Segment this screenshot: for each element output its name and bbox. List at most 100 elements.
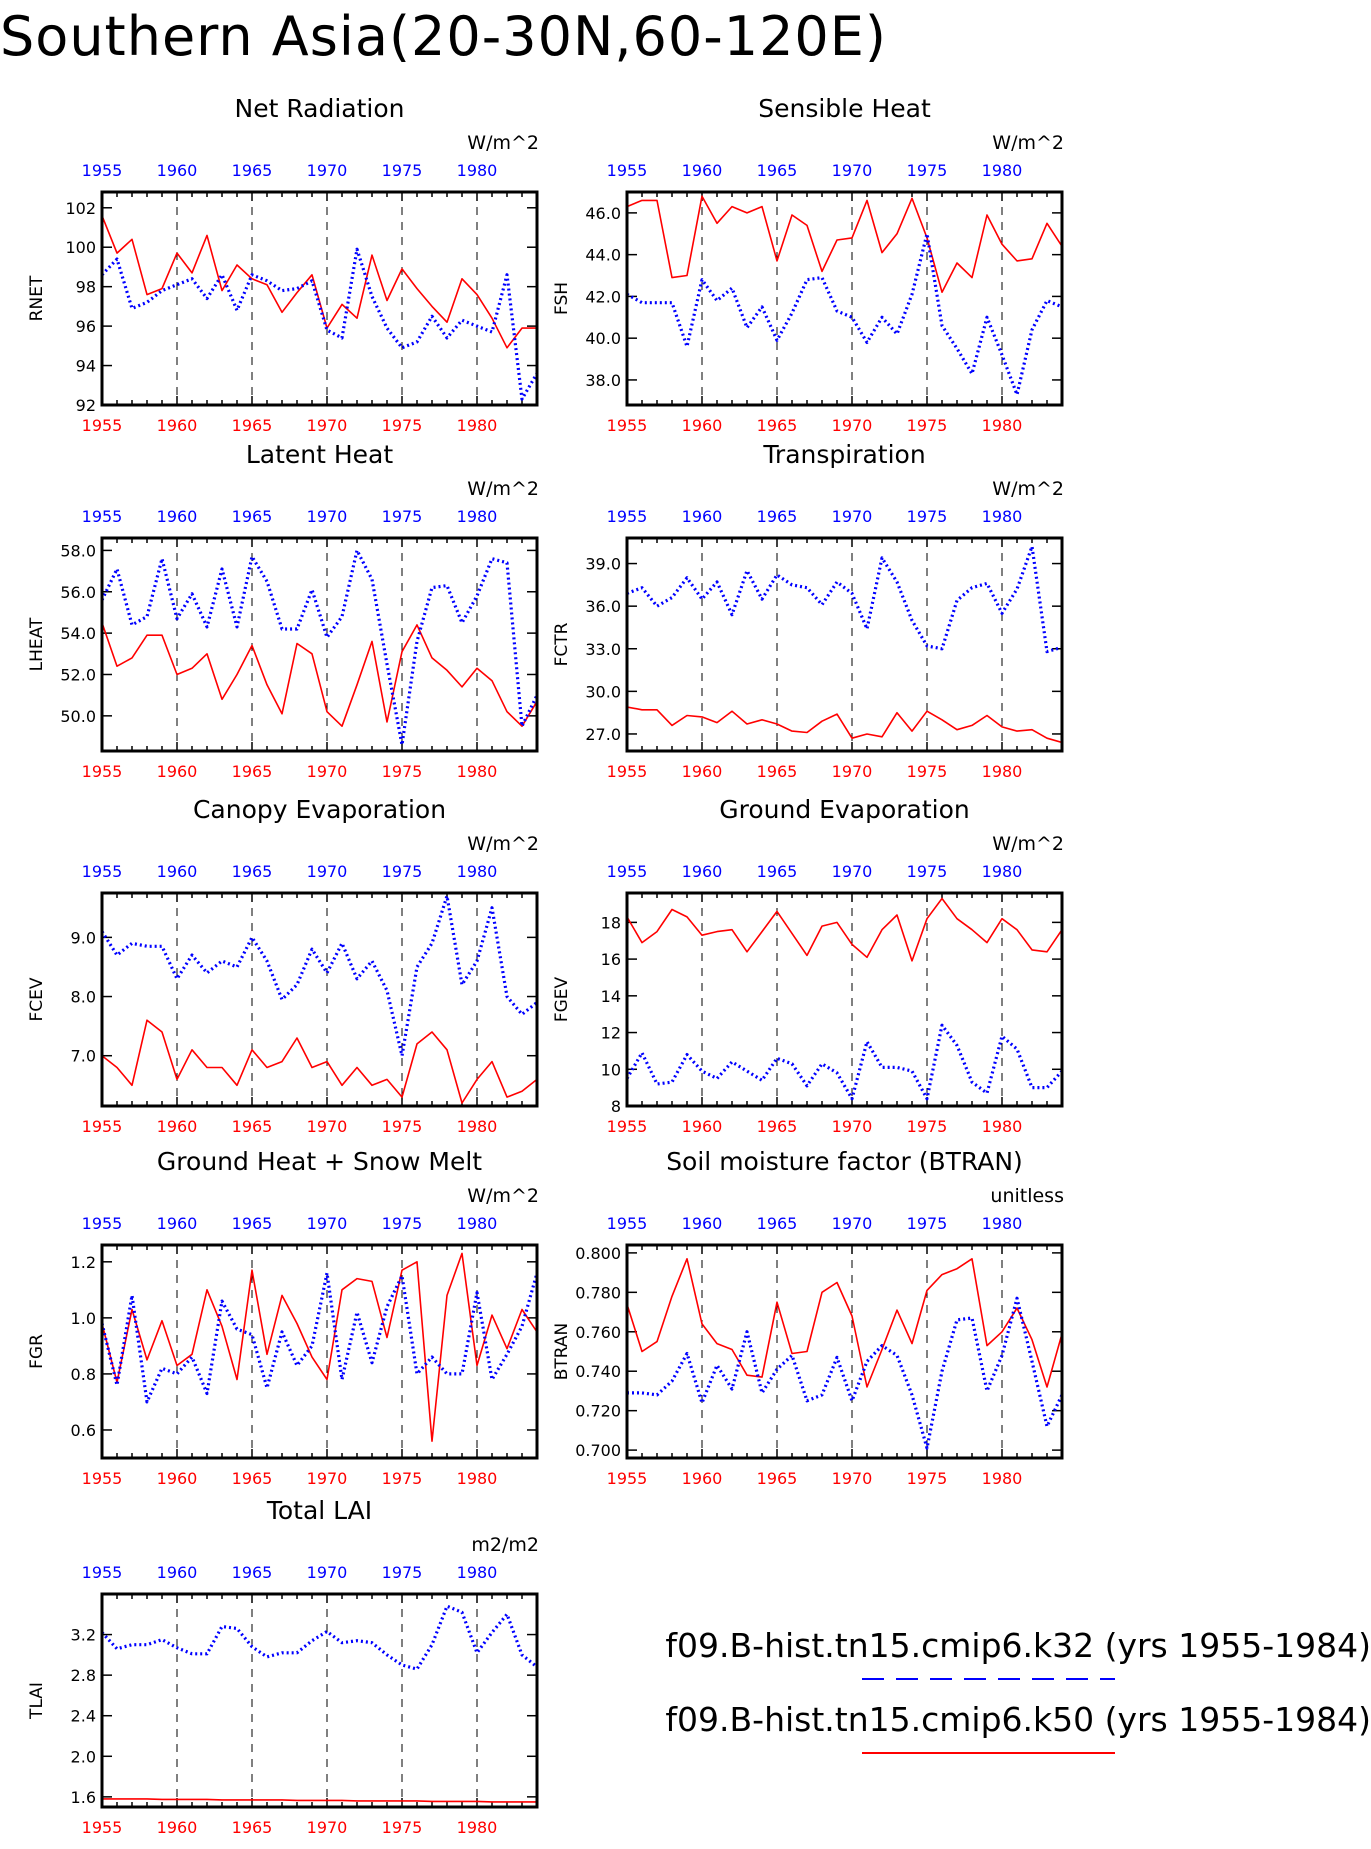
chart-title: Sensible Heat <box>758 94 931 123</box>
units-label: W/m^2 <box>992 132 1064 154</box>
chart-panel-tlai: Total LAI m2/m2 1955 1955 1960 1960 1965 1965 19… <box>27 1496 539 1837</box>
top-tick-label: 1980 <box>457 507 498 526</box>
bottom-tick-label: 1965 <box>232 1818 273 1837</box>
bottom-tick-label: 1975 <box>382 1469 423 1488</box>
chart-panel-fsh: Sensible Heat W/m^2 1955 1955 1960 1960 1965 19… <box>552 94 1064 435</box>
bottom-tick-label: 1975 <box>907 762 948 781</box>
y-tick-label: 58.0 <box>60 541 96 560</box>
bottom-tick-label: 1980 <box>457 762 498 781</box>
y-tick-label: 0.740 <box>575 1362 621 1381</box>
y-tick-label: 7.0 <box>71 1047 96 1066</box>
top-tick-label: 1970 <box>307 1214 348 1233</box>
top-tick-label: 1960 <box>157 507 198 526</box>
top-tick-label: 1965 <box>232 1214 273 1233</box>
y-tick-label: 56.0 <box>60 583 96 602</box>
y-tick-label: 102 <box>65 199 96 218</box>
units-label: m2/m2 <box>471 1534 539 1556</box>
top-tick-label: 1965 <box>757 862 798 881</box>
y-tick-label: 1.0 <box>71 1309 96 1328</box>
bottom-tick-label: 1960 <box>682 1117 723 1136</box>
y-axis-label: FGEV <box>552 976 572 1022</box>
y-tick-label: 54.0 <box>60 624 96 643</box>
bottom-tick-label: 1970 <box>832 1469 873 1488</box>
bottom-tick-label: 1965 <box>757 416 798 435</box>
bottom-tick-label: 1970 <box>832 416 873 435</box>
series-line-k50 <box>627 195 1062 294</box>
bottom-tick-label: 1955 <box>607 1469 648 1488</box>
bottom-tick-label: 1960 <box>682 762 723 781</box>
top-tick-label: 1955 <box>607 507 648 526</box>
y-tick-label: 44.0 <box>585 246 621 265</box>
top-tick-label: 1965 <box>232 507 273 526</box>
bottom-tick-label: 1970 <box>307 762 348 781</box>
top-tick-label: 1965 <box>757 161 798 180</box>
series-line-k32 <box>627 1296 1062 1450</box>
bottom-tick-label: 1955 <box>82 1117 123 1136</box>
bottom-tick-label: 1955 <box>82 762 123 781</box>
series-line-k50 <box>102 622 537 728</box>
bottom-tick-label: 1955 <box>82 416 123 435</box>
bottom-tick-label: 1965 <box>757 762 798 781</box>
bottom-tick-label: 1970 <box>307 1818 348 1837</box>
bottom-tick-label: 1975 <box>907 1117 948 1136</box>
y-tick-label: 30.0 <box>585 682 621 701</box>
y-tick-label: 9.0 <box>71 928 96 947</box>
bottom-tick-label: 1960 <box>157 1469 198 1488</box>
bottom-tick-label: 1980 <box>457 416 498 435</box>
series-line-k50 <box>102 215 537 349</box>
y-tick-label: 8.0 <box>71 988 96 1007</box>
top-tick-label: 1970 <box>832 161 873 180</box>
series-line-k32 <box>102 1604 537 1671</box>
bottom-tick-label: 1955 <box>607 416 648 435</box>
series-line-k32 <box>102 548 537 747</box>
y-tick-label: 1.6 <box>71 1788 96 1807</box>
chart-panel-fgr: Ground Heat + Snow Melt W/m^2 1955 1955 1960… <box>27 1147 539 1488</box>
chart-title: Net Radiation <box>235 94 405 123</box>
y-tick-label: 16 <box>601 950 621 969</box>
top-tick-label: 1970 <box>307 161 348 180</box>
top-tick-label: 1975 <box>382 1563 423 1582</box>
top-tick-label: 1970 <box>307 1563 348 1582</box>
bottom-tick-label: 1980 <box>457 1818 498 1837</box>
series-line-k32 <box>102 247 537 401</box>
top-tick-label: 1970 <box>307 507 348 526</box>
plot-frame <box>625 891 1064 1108</box>
y-tick-label: 38.0 <box>585 371 621 390</box>
top-tick-label: 1955 <box>82 507 123 526</box>
bottom-tick-label: 1965 <box>757 1117 798 1136</box>
series-line-k32 <box>102 1271 537 1404</box>
chart-title: Latent Heat <box>246 440 394 469</box>
y-tick-label: 100 <box>65 238 96 257</box>
y-tick-label: 0.800 <box>575 1244 621 1263</box>
chart-title: Ground Heat + Snow Melt <box>157 1147 482 1176</box>
top-tick-label: 1975 <box>382 1214 423 1233</box>
y-tick-label: 33.0 <box>585 640 621 659</box>
bottom-tick-label: 1980 <box>982 1117 1023 1136</box>
units-label: W/m^2 <box>467 132 539 154</box>
bottom-tick-label: 1970 <box>307 1469 348 1488</box>
plot-frame <box>625 536 1064 753</box>
chart-title: Ground Evaporation <box>719 795 969 824</box>
top-tick-label: 1965 <box>757 507 798 526</box>
top-tick-label: 1955 <box>82 1214 123 1233</box>
legend: f09.B-hist.tn15.cmip6.k32 (yrs 1955-1984… <box>665 1626 1371 1754</box>
top-tick-label: 1970 <box>307 862 348 881</box>
y-axis-label: FCEV <box>27 977 47 1021</box>
bottom-tick-label: 1965 <box>232 1469 273 1488</box>
bottom-tick-label: 1980 <box>982 1469 1023 1488</box>
y-tick-label: 12 <box>601 1024 621 1043</box>
top-tick-label: 1970 <box>832 862 873 881</box>
top-tick-label: 1955 <box>82 1563 123 1582</box>
bottom-tick-label: 1965 <box>757 1469 798 1488</box>
top-tick-label: 1970 <box>832 1214 873 1233</box>
y-tick-label: 94 <box>76 357 96 376</box>
bottom-tick-label: 1960 <box>157 1117 198 1136</box>
y-tick-label: 39.0 <box>585 555 621 574</box>
bottom-tick-label: 1975 <box>382 762 423 781</box>
bottom-tick-label: 1975 <box>907 1469 948 1488</box>
plot-frame <box>100 891 539 1108</box>
bottom-tick-label: 1965 <box>232 416 273 435</box>
y-axis-label: FSH <box>552 282 572 315</box>
legend-label-k50: f09.B-hist.tn15.cmip6.k50 (yrs 1955-1984… <box>665 1700 1371 1739</box>
y-tick-label: 50.0 <box>60 707 96 726</box>
